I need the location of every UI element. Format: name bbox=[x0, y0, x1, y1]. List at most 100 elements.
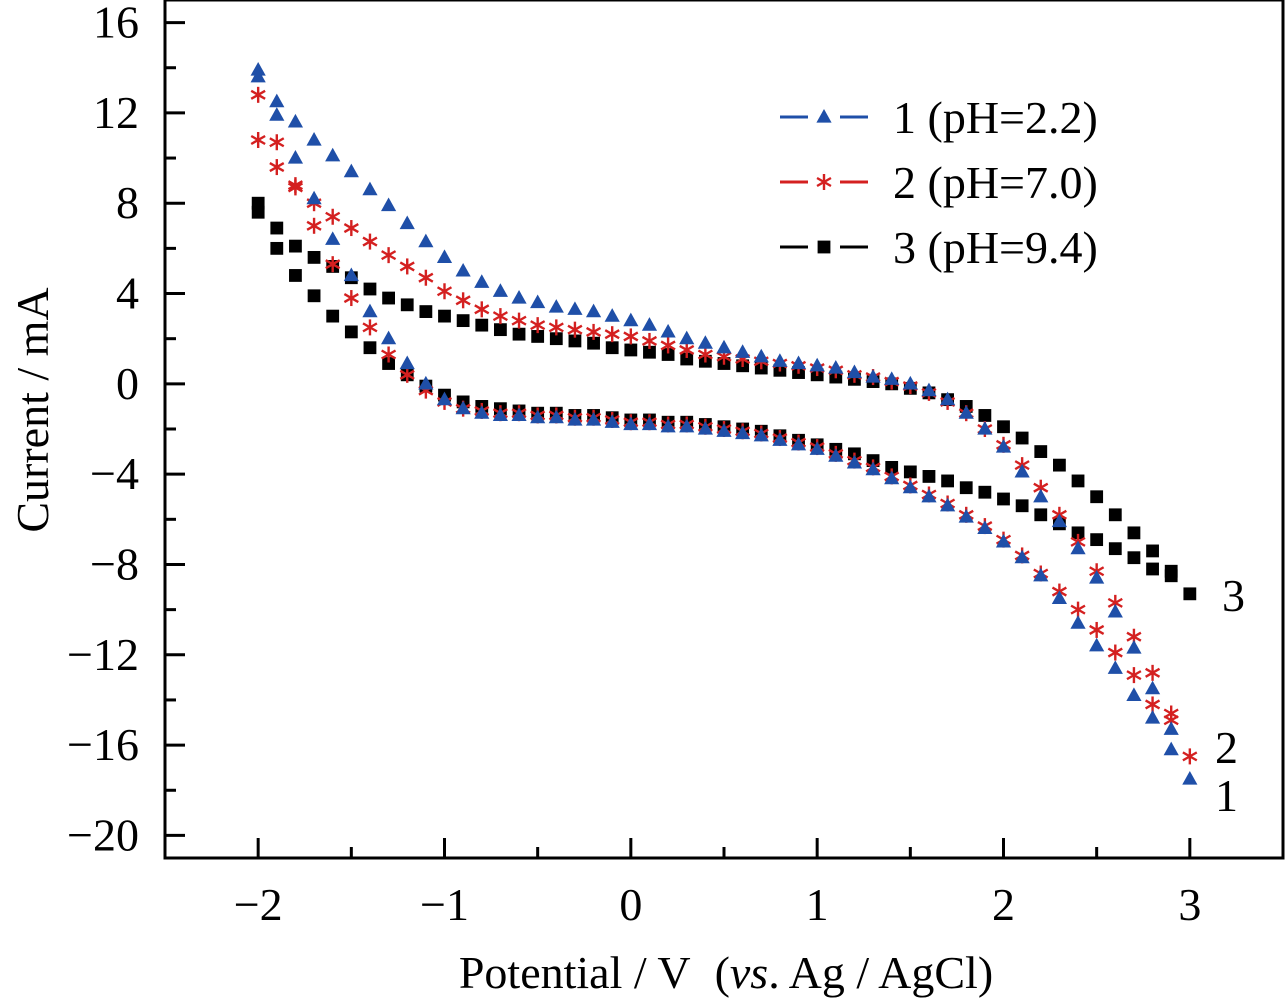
data-point-lower bbox=[492, 407, 508, 422]
x-axis-label-paren-open: ( bbox=[715, 947, 730, 998]
x-tick-label: 0 bbox=[619, 879, 642, 930]
data-point-lower bbox=[697, 421, 713, 435]
data-point-lower bbox=[922, 470, 936, 483]
data-point-upper bbox=[1107, 603, 1123, 618]
y-tick-label: 16 bbox=[93, 0, 139, 48]
data-point-lower bbox=[381, 330, 397, 345]
y-tick-label: −8 bbox=[90, 538, 139, 589]
data-point-upper bbox=[1015, 431, 1029, 445]
data-point-lower bbox=[997, 492, 1010, 506]
data-point-upper bbox=[1033, 488, 1049, 503]
data-point-upper bbox=[753, 348, 769, 363]
data-point-upper bbox=[1182, 748, 1198, 765]
data-point-upper bbox=[679, 330, 695, 345]
data-point-lower bbox=[958, 509, 974, 523]
data-point-upper bbox=[680, 352, 694, 366]
data-point-upper bbox=[661, 348, 675, 361]
data-point-upper bbox=[530, 294, 546, 309]
data-point-upper bbox=[325, 147, 341, 162]
data-point-upper bbox=[641, 317, 658, 331]
data-point-upper bbox=[772, 353, 788, 367]
data-point-upper bbox=[1183, 587, 1197, 601]
data-point-upper bbox=[884, 371, 900, 385]
data-point-upper bbox=[921, 382, 937, 397]
data-point-lower bbox=[604, 414, 620, 428]
data-point-upper bbox=[381, 247, 397, 264]
legend-entry-1: 1 (pH=2.2) bbox=[780, 92, 1098, 143]
data-point-upper bbox=[567, 301, 583, 315]
data-point-upper bbox=[623, 328, 639, 345]
data-point-lower bbox=[995, 533, 1012, 548]
data-point-lower bbox=[735, 425, 751, 440]
data-point-lower bbox=[567, 411, 583, 426]
data-point-upper bbox=[548, 319, 564, 336]
data-point-upper bbox=[809, 357, 825, 372]
data-point-lower bbox=[250, 68, 266, 83]
data-point-upper bbox=[382, 291, 395, 305]
data-point-lower bbox=[753, 427, 769, 442]
data-point-upper bbox=[475, 318, 489, 332]
data-point-upper bbox=[604, 326, 620, 343]
data-point-upper bbox=[307, 251, 321, 264]
data-point-upper bbox=[474, 274, 490, 288]
y-tick-label: 8 bbox=[116, 177, 139, 228]
data-point-upper bbox=[474, 301, 490, 318]
data-point-upper bbox=[605, 341, 619, 355]
data-point-upper bbox=[846, 364, 863, 379]
data-point-lower bbox=[660, 418, 676, 433]
legend-marker bbox=[816, 109, 832, 123]
data-point-lower bbox=[1107, 660, 1123, 674]
data-point-upper bbox=[530, 317, 546, 334]
legend-marker bbox=[816, 174, 832, 190]
legend: 1 (pH=2.2) 2 (pH=7.0) 3 (pH=9.4) bbox=[780, 92, 1098, 273]
data-point-upper bbox=[735, 344, 751, 358]
data-point-lower bbox=[772, 432, 788, 446]
data-point-lower bbox=[865, 461, 881, 476]
x-tick-label: 2 bbox=[992, 879, 1015, 930]
data-point-lower bbox=[362, 303, 378, 318]
data-point-lower bbox=[828, 448, 844, 462]
data-point-lower bbox=[399, 355, 415, 370]
data-point-upper bbox=[418, 269, 434, 286]
data-point-upper bbox=[399, 215, 415, 230]
data-point-upper bbox=[978, 409, 992, 422]
data-point-upper bbox=[1182, 770, 1198, 785]
y-axis-label: Current / mA bbox=[7, 287, 58, 532]
data-point-upper bbox=[697, 346, 713, 363]
curve-label-2: 2 bbox=[1215, 722, 1238, 773]
curve-label-3: 3 bbox=[1222, 570, 1245, 621]
data-point-upper bbox=[865, 369, 881, 383]
data-point-lower bbox=[884, 470, 900, 485]
data-point-upper bbox=[1108, 508, 1122, 522]
data-point-lower bbox=[344, 325, 358, 339]
data-point-upper bbox=[1034, 445, 1048, 458]
data-point-upper bbox=[1089, 570, 1105, 584]
data-point-lower bbox=[455, 400, 471, 415]
y-tick-label: −4 bbox=[90, 448, 139, 499]
y-tick-label: −12 bbox=[67, 629, 139, 680]
data-point-lower bbox=[363, 341, 377, 355]
data-point-upper bbox=[287, 113, 304, 128]
data-point-lower bbox=[382, 357, 395, 370]
data-point-upper bbox=[1014, 463, 1030, 478]
data-point-lower bbox=[269, 107, 285, 121]
data-point-lower bbox=[641, 416, 658, 431]
curve-end-labels: 12 3 bbox=[1215, 570, 1245, 821]
data-point-lower bbox=[1108, 542, 1122, 556]
data-point-lower bbox=[1163, 741, 1179, 756]
data-point-upper bbox=[549, 332, 563, 346]
data-point-lower bbox=[511, 407, 527, 422]
data-point-upper bbox=[1053, 458, 1066, 472]
data-point-upper bbox=[436, 283, 453, 300]
data-point-upper bbox=[269, 93, 285, 108]
data-point-lower bbox=[1126, 667, 1142, 684]
data-point-lower bbox=[325, 231, 341, 245]
data-point-upper bbox=[325, 208, 341, 225]
data-point-lower bbox=[343, 267, 359, 282]
data-point-lower bbox=[941, 474, 954, 488]
data-point-upper bbox=[587, 336, 600, 350]
data-point-lower bbox=[1071, 526, 1085, 540]
data-point-lower bbox=[306, 217, 322, 234]
data-point-lower bbox=[809, 441, 825, 455]
